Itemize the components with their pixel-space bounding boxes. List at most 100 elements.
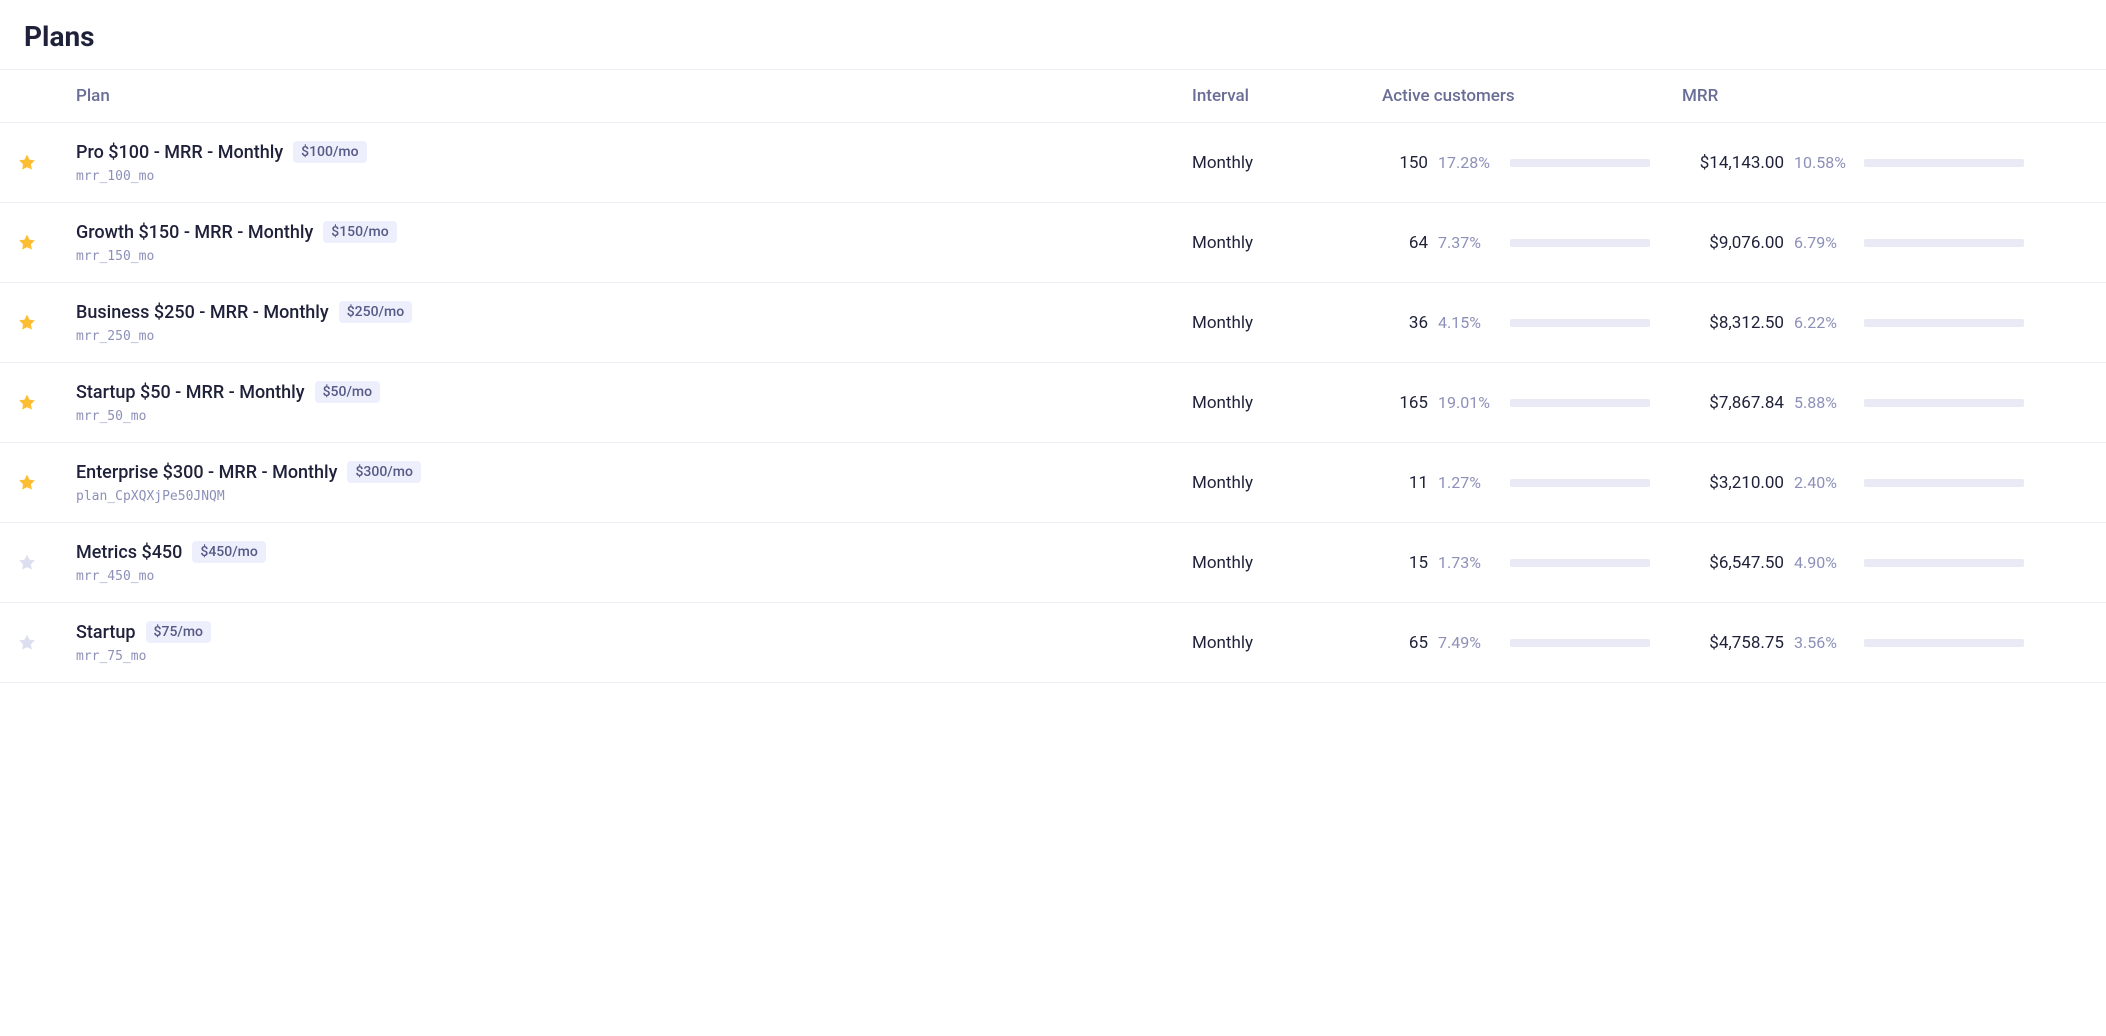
customers-bar [1510,239,1650,247]
plan-id: mrr_250_mo [76,329,1192,344]
mrr-cell: $4,758.75 3.56% [1682,633,2082,653]
interval-cell: Monthly [1192,473,1382,493]
customers-count: 165 [1382,393,1428,413]
customers-bar [1510,159,1650,167]
plan-name[interactable]: Business $250 - MRR - Monthly [76,302,329,323]
plan-id: plan_CpXQXjPe50JNQM [76,489,1192,504]
mrr-percent: 4.90% [1794,553,1854,572]
active-customers-cell: 65 7.49% [1382,633,1682,653]
table-row[interactable]: Business $250 - MRR - Monthly $250/mo mr… [0,283,2106,363]
mrr-cell: $8,312.50 6.22% [1682,313,2082,333]
interval-cell: Monthly [1192,553,1382,573]
price-badge: $450/mo [192,541,265,563]
table-row[interactable]: Enterprise $300 - MRR - Monthly $300/mo … [0,443,2106,523]
customers-bar [1510,559,1650,567]
customers-percent: 7.49% [1438,633,1500,652]
mrr-percent: 10.58% [1794,153,1854,172]
mrr-value: $6,547.50 [1682,553,1784,573]
plan-name[interactable]: Enterprise $300 - MRR - Monthly [76,462,337,483]
plan-cell: Enterprise $300 - MRR - Monthly $300/mo … [54,461,1192,504]
plans-panel: Plans Plan Interval Active customers MRR… [0,0,2106,683]
star-toggle[interactable] [0,313,54,333]
mrr-percent: 2.40% [1794,473,1854,492]
star-icon [17,233,37,253]
plan-name[interactable]: Startup [76,622,136,643]
interval-cell: Monthly [1192,313,1382,333]
table-row[interactable]: Startup $50 - MRR - Monthly $50/mo mrr_5… [0,363,2106,443]
table-row[interactable]: Pro $100 - MRR - Monthly $100/mo mrr_100… [0,123,2106,203]
customers-bar [1510,319,1650,327]
price-badge: $300/mo [347,461,420,483]
mrr-bar [1864,639,2024,647]
interval-cell: Monthly [1192,153,1382,173]
column-header-interval[interactable]: Interval [1192,86,1382,106]
star-icon [17,313,37,333]
active-customers-cell: 11 1.27% [1382,473,1682,493]
price-badge: $50/mo [315,381,380,403]
star-toggle[interactable] [0,393,54,413]
star-toggle[interactable] [0,553,54,573]
customers-percent: 19.01% [1438,393,1500,412]
mrr-value: $7,867.84 [1682,393,1784,413]
column-header-mrr[interactable]: MRR [1682,86,2082,106]
table-row[interactable]: Growth $150 - MRR - Monthly $150/mo mrr_… [0,203,2106,283]
mrr-cell: $7,867.84 5.88% [1682,393,2082,413]
customers-count: 11 [1382,473,1428,493]
star-icon [17,633,37,653]
mrr-value: $9,076.00 [1682,233,1784,253]
customers-count: 150 [1382,153,1428,173]
price-badge: $100/mo [293,141,366,163]
mrr-cell: $6,547.50 4.90% [1682,553,2082,573]
panel-header: Plans [0,0,2106,69]
plan-name[interactable]: Pro $100 - MRR - Monthly [76,142,283,163]
customers-percent: 4.15% [1438,313,1500,332]
plan-id: mrr_450_mo [76,569,1192,584]
mrr-value: $3,210.00 [1682,473,1784,493]
mrr-cell: $14,143.00 10.58% [1682,153,2082,173]
plan-name[interactable]: Metrics $450 [76,542,182,563]
customers-bar [1510,639,1650,647]
mrr-percent: 5.88% [1794,393,1854,412]
table-header-row: Plan Interval Active customers MRR [0,69,2106,123]
customers-percent: 1.73% [1438,553,1500,572]
star-icon [17,553,37,573]
active-customers-cell: 15 1.73% [1382,553,1682,573]
customers-count: 36 [1382,313,1428,333]
column-header-customers[interactable]: Active customers [1382,86,1682,106]
plan-name[interactable]: Startup $50 - MRR - Monthly [76,382,305,403]
star-toggle[interactable] [0,473,54,493]
customers-count: 15 [1382,553,1428,573]
price-badge: $75/mo [146,621,211,643]
plan-cell: Growth $150 - MRR - Monthly $150/mo mrr_… [54,221,1192,264]
table-row[interactable]: Metrics $450 $450/mo mrr_450_moMonthly 1… [0,523,2106,603]
customers-count: 65 [1382,633,1428,653]
star-icon [17,153,37,173]
price-badge: $250/mo [339,301,412,323]
star-icon [17,473,37,493]
page-title: Plans [24,20,2082,53]
plan-id: mrr_75_mo [76,649,1192,664]
mrr-percent: 6.79% [1794,233,1854,252]
table-row[interactable]: Startup $75/mo mrr_75_moMonthly 65 7.49%… [0,603,2106,683]
plan-id: mrr_100_mo [76,169,1192,184]
plan-id: mrr_150_mo [76,249,1192,264]
price-badge: $150/mo [323,221,396,243]
active-customers-cell: 64 7.37% [1382,233,1682,253]
star-toggle[interactable] [0,153,54,173]
star-toggle[interactable] [0,233,54,253]
mrr-cell: $9,076.00 6.79% [1682,233,2082,253]
customers-bar [1510,399,1650,407]
mrr-value: $8,312.50 [1682,313,1784,333]
plan-cell: Business $250 - MRR - Monthly $250/mo mr… [54,301,1192,344]
mrr-value: $14,143.00 [1682,153,1784,173]
active-customers-cell: 36 4.15% [1382,313,1682,333]
interval-cell: Monthly [1192,633,1382,653]
plans-table: Plan Interval Active customers MRR Pro $… [0,69,2106,683]
plan-id: mrr_50_mo [76,409,1192,424]
interval-cell: Monthly [1192,393,1382,413]
active-customers-cell: 165 19.01% [1382,393,1682,413]
star-toggle[interactable] [0,633,54,653]
active-customers-cell: 150 17.28% [1382,153,1682,173]
column-header-plan[interactable]: Plan [54,86,1192,106]
plan-name[interactable]: Growth $150 - MRR - Monthly [76,222,313,243]
